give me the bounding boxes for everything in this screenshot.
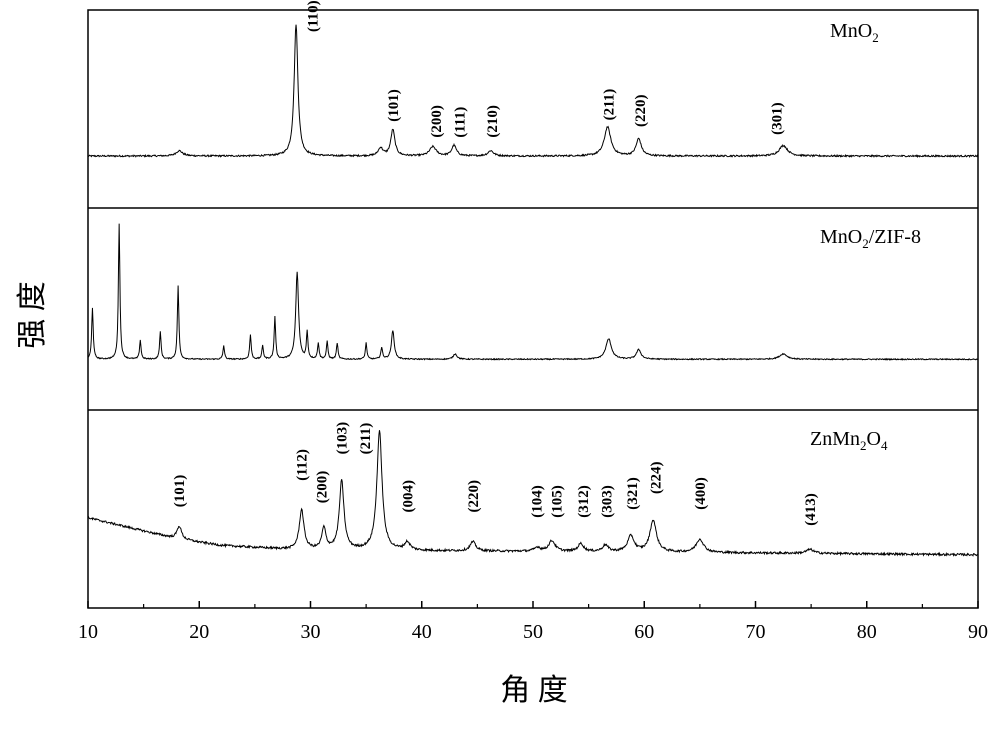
- peak-label: (413): [803, 493, 819, 526]
- peak-label: (111): [453, 107, 469, 138]
- panel-mno2-zif-8: MnO2/ZIF-8: [87, 223, 979, 361]
- peak-label: (103): [335, 422, 351, 455]
- peak-label: (312): [576, 485, 592, 518]
- peak-label: (101): [386, 89, 402, 122]
- panel-label: MnO2/ZIF-8: [820, 226, 921, 251]
- peak-label: (112): [295, 449, 311, 481]
- peak-label: (200): [429, 105, 445, 138]
- peak-label: (104): [529, 485, 545, 518]
- xrd-pattern-line: [87, 430, 979, 557]
- x-tick-label: 20: [189, 621, 209, 643]
- peak-label: (210): [485, 105, 501, 138]
- peak-label: (101): [172, 475, 188, 508]
- peak-label: (400): [693, 477, 709, 510]
- peak-label: (105): [549, 485, 565, 518]
- x-tick-label: 80: [857, 621, 877, 643]
- peak-label: (211): [358, 423, 374, 455]
- peak-label: (303): [599, 485, 615, 518]
- peak-label: (220): [466, 480, 482, 513]
- panel-label: MnO2: [830, 20, 879, 45]
- peak-label: (110): [306, 0, 322, 32]
- peak-label: (211): [602, 89, 618, 121]
- x-tick-label: 90: [968, 621, 988, 643]
- panel-znmn2o4: ZnMn2O4 (101) (112)(200)(103) (211) (004) (22…: [87, 422, 979, 557]
- panel-label: ZnMn2O4: [810, 428, 888, 453]
- x-tick-label: 60: [634, 621, 654, 643]
- panel-mno2: MnO2 (110) (101) (200) (111) (210) (211) (220) (…: [87, 0, 979, 159]
- x-tick-label: 70: [746, 621, 766, 643]
- y-axis-title: 强 度: [16, 281, 49, 349]
- x-tick-label: 40: [412, 621, 432, 643]
- x-tick-label: 50: [523, 621, 543, 643]
- x-axis: 10 20 30 40 50 60 70 80 90: [78, 601, 988, 643]
- peak-label: (224): [648, 462, 664, 495]
- chart-panels: MnO2 (110) (101) (200) (111) (210) (211) (220) (…: [87, 0, 979, 609]
- x-tick-label: 30: [301, 621, 321, 643]
- xrd-pattern-line: [87, 24, 979, 159]
- peak-label: (004): [400, 480, 416, 513]
- xrd-pattern-line: [87, 223, 979, 361]
- peak-label: (220): [633, 95, 649, 128]
- peak-label: (301): [770, 102, 786, 135]
- peak-label: (321): [625, 477, 641, 510]
- peak-label: (200): [315, 471, 331, 504]
- x-axis-title: 角 度: [500, 674, 568, 707]
- x-tick-label: 10: [78, 621, 98, 643]
